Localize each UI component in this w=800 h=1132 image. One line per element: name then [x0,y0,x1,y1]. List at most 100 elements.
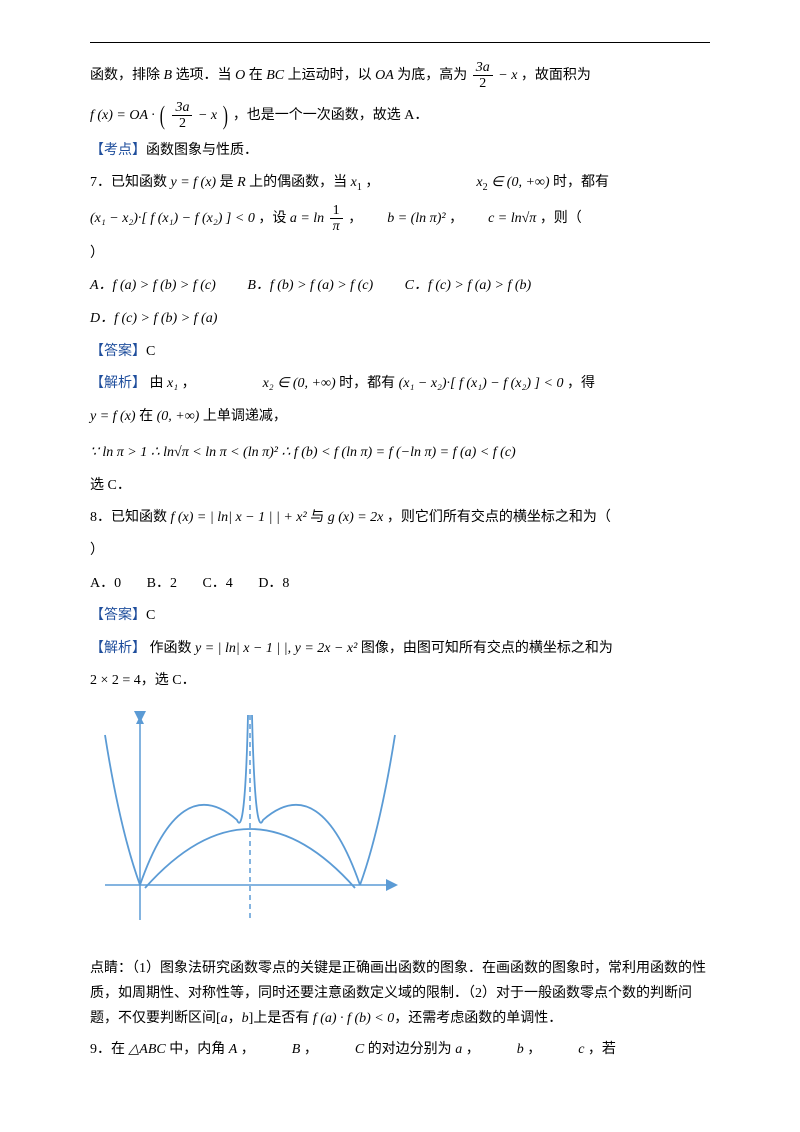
A: A [229,1042,238,1057]
fafb: f (a) · f (b) < 0 [309,1011,394,1026]
yfx: y = f (x) [90,409,136,424]
text: 8．已知函数 [90,510,167,525]
comma: ， [449,211,463,226]
explain-7b: y = f (x) 在 (0, +∞) 上单调递减， [90,404,710,431]
graph-svg [100,710,400,930]
text: 由 [150,376,164,391]
q7-line2: (x₁ − x₂)·[ f (x₁) − f (x₂) ] < 0 ，设 a =… [90,203,710,235]
explain-7d: 选 C． [90,473,710,500]
para-1: 函数，排除 B 选项．当 O 在 BC 上运动时，以 OA 为底，高为 3a 2… [90,60,710,92]
text: 图像，由图可知所有交点的横坐标之和为 [361,641,613,656]
frac-den: 2 [473,76,493,91]
text: ，还需考虑函数的单调性． [394,1011,562,1026]
explain-7c: ∵ ln π > 1 ∴ ln√π < ln π < (ln π)² ∴ f (… [90,440,710,467]
text: ]上是否有 [249,1011,310,1026]
frac-den: 2 [172,116,192,131]
text: 的对边分别为 [368,1042,452,1057]
gx: g (x) = 2x [328,510,384,525]
tag-answer: 【答案】 [90,608,146,623]
text: ，得 [567,376,595,391]
text: ，设 [258,211,286,226]
text: 为底，高为 [397,68,467,83]
q7-option-d: D．f (c) > f (b) > f (a) [90,306,710,333]
opt-c: C．4 [202,576,232,591]
text: ，若 [588,1042,616,1057]
tag-explain: 【解析】 [90,641,146,656]
frac-num: 3a [473,60,493,76]
lparen: ( [160,103,165,129]
fraction: 3a 2 [473,60,493,92]
opt-a: A．0 [90,576,121,591]
q8-line1: 8．已知函数 f (x) = | ln| x − 1 | | + x² 与 g … [90,505,710,532]
x1: x₁ [167,376,178,391]
minus-x: − x [194,108,217,123]
q7-options: A．f (a) > f (b) > f (c) B．f (b) > f (a) … [90,273,710,300]
c: ， [241,1042,255,1057]
text: 时，都有 [553,175,609,190]
B: B [292,1042,301,1057]
tag-answer: 【答案】 [90,344,146,359]
interval: ∈ (0, +∞) [491,175,549,190]
frac-den: π [330,219,343,234]
answer-8: 【答案】C [90,603,710,630]
text: 在 [249,68,263,83]
text: 9．在 [90,1042,125,1057]
text: ，则它们所有交点的横坐标之和为（ [387,510,611,525]
opt-b: B．f (b) > f (a) > f (c) [247,278,373,293]
c: ， [466,1042,480,1057]
text: ，则（ [540,211,582,226]
comma: ， [365,175,379,190]
text: 选项．当 [176,68,232,83]
c: ， [527,1042,541,1057]
para-2: f (x) = OA · ( 3a 2 − x ) ，也是一个一次函数，故选 A… [90,100,710,132]
text: 与 [310,510,324,525]
x2: x2 [476,175,487,190]
text: ，也是一个一次函数，故选 A． [233,108,429,123]
c: c [578,1042,584,1057]
opt-c: C．f (c) > f (a) > f (b) [405,278,532,293]
text: 中，内角 [169,1042,225,1057]
answer-7: 【答案】C [90,339,710,366]
kaodian: 【考点】函数图象与性质． [90,138,710,165]
opt-b: B．2 [147,576,177,591]
q7-line1: 7．已知函数 y = f (x) 是 R 上的偶函数，当 x1 ， x2 ∈ (… [90,170,710,197]
x2: x₂ ∈ (0, +∞) [263,376,336,391]
var-BC: BC [266,68,284,83]
fx: f (x) = | ln| x − 1 | | + x² [171,510,307,525]
b: b [517,1042,524,1057]
y-expr: y = | ln| x − 1 | |, y = 2x − x² [195,641,357,656]
ineq: (x₁ − x₂)·[ f (x₁) − f (x₂) ] < 0 [90,211,255,226]
answer-val: C [146,344,155,359]
text: 上运动时，以 [288,68,372,83]
q8-options: A．0 B．2 C．4 D．8 [90,571,710,598]
text: 上单调递减， [203,409,287,424]
c-def: c = ln√π [488,211,536,226]
explain-8b: 2 × 2 = 4，选 C． [90,668,710,695]
text: 时，都有 [339,376,395,391]
text: 上的偶函数，当 [249,175,347,190]
frac-num: 3a [172,100,192,116]
expr: (x₁ − x₂)·[ f (x₁) − f (x₂) ] < 0 [399,376,564,391]
c: ， [304,1042,318,1057]
a: a [221,1011,228,1026]
a-def: a = ln [290,211,328,226]
text: 函数，排除 [90,68,160,83]
var-O: O [235,68,245,83]
answer-val: C [146,608,155,623]
fraction: 1 π [330,203,343,235]
triangle: △ABC [129,1042,166,1057]
var-OA: OA [375,68,394,83]
sub: 2 [483,182,488,193]
opt-d: D．8 [258,576,289,591]
fraction: 3a 2 [172,100,192,132]
text: 7．已知函数 [90,175,167,190]
q7-close: ） [90,241,710,268]
note-para: 点睛：（1）图象法研究函数零点的关键是正确画出函数的图象．在画函数的图象时，常利… [90,956,710,1032]
minus-x: − x [495,68,518,83]
opt-a: A．f (a) > f (b) > f (c) [90,278,216,293]
q8-close: ） [90,538,710,565]
text: 在 [139,409,153,424]
x1: x1 [351,175,362,190]
b-def: b = (ln π)² [387,211,445,226]
rparen: ) [222,103,227,129]
